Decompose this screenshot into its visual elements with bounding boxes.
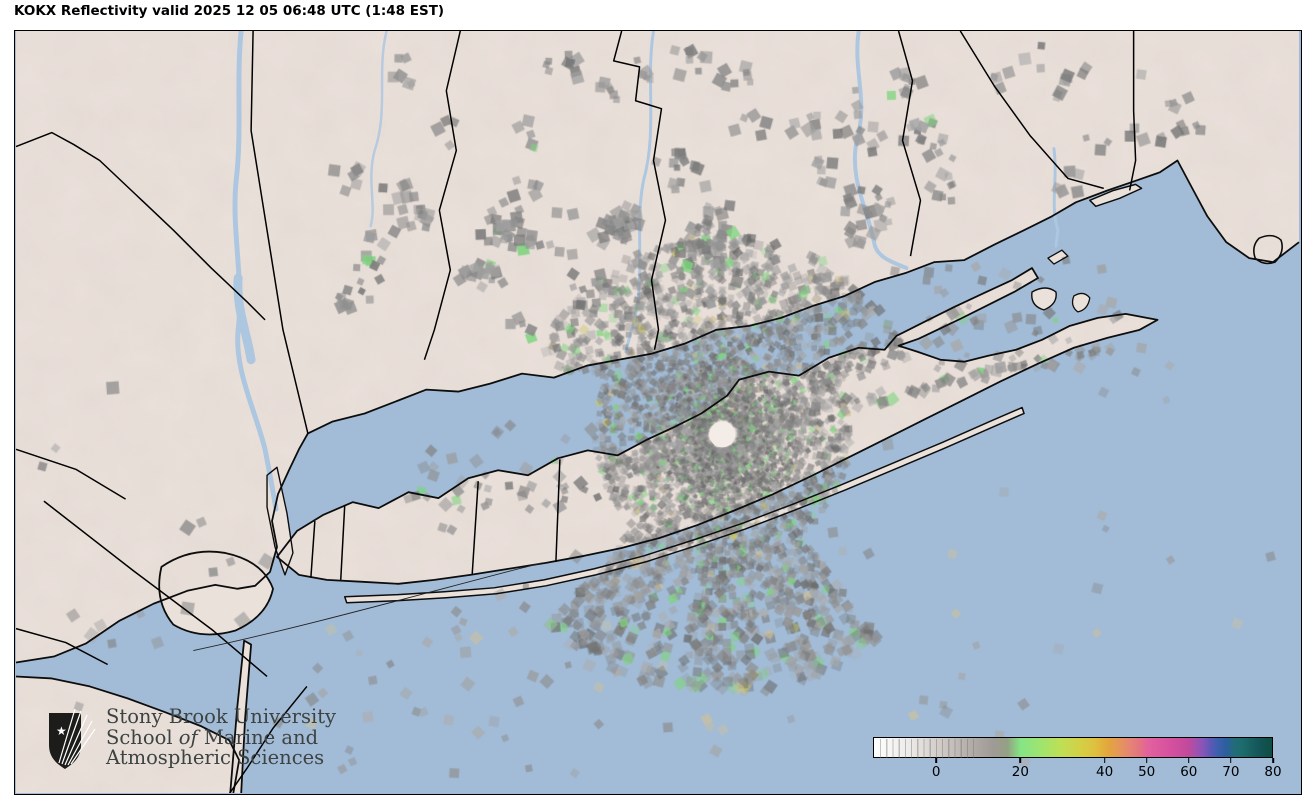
stony-brook-logo: ★ Stony Brook University School of Marin… [47,705,337,779]
border-li-county-1 [310,521,316,578]
colorbar-tick-label: 20 [1011,764,1029,780]
border-li-nassau-suffolk [555,459,561,562]
coast-block-island [1253,234,1283,265]
map-title: KOKX Reflectivity valid 2025 12 05 06:48… [14,3,445,19]
border-nj-county-3 [15,448,126,500]
coast-shelter-island [1031,287,1057,311]
reflectivity-colorbar: 0 20 40 50 60 70 80 [873,737,1282,785]
border-ct-county-2 [612,31,667,350]
coast-staten-island [158,550,274,636]
coast-mainland [15,159,1300,664]
colorbar-tick-mark [1187,758,1190,763]
radar-speckle-layer [15,31,1300,793]
coast-fishers-island [1089,183,1143,208]
logo-line-3: Atmospheric Sciences [106,746,325,769]
coast-sandy-hook [229,639,252,793]
stony-brook-shield-icon: ★ [49,708,96,769]
border-nj-county-1 [43,500,268,678]
colorbar-discrete-steps [875,739,979,758]
colorbar-tick-label: 60 [1180,764,1198,780]
colorbar-tick-mark [1103,758,1106,763]
colorbar-gradient [873,737,1273,758]
coast-new-jersey [15,675,241,793]
border-ct-county-3 [897,31,922,257]
colorbar-tick-label: 40 [1095,764,1114,780]
colorbar-tick-label: 70 [1222,764,1240,780]
logo-line-1: Stony Brook University [106,705,337,728]
colorbar-tick-label: 50 [1138,764,1156,780]
map-line-layer [15,31,1300,793]
coast-manhattan [266,466,294,576]
colorbar-tick-mark [1272,758,1274,763]
colorbar-tick-label: 0 [931,764,941,780]
border-ny-nj [15,131,266,321]
border-ct-county-1 [423,31,462,360]
colorbar-tick-mark [1145,758,1148,763]
border-ny-ct [250,31,309,434]
coast-gardiners-island [1071,292,1091,313]
border-group [15,31,1137,793]
coast-long-island [276,267,1159,585]
colorbar-tick-label: 80 [1264,764,1282,780]
border-li-county-3 [471,481,479,574]
border-ct-ri [1128,31,1137,191]
coastline-group [15,159,1300,793]
coast-barrier-island [343,406,1025,604]
map-frame: ★ Stony Brook University School of Marin… [14,30,1302,795]
harbor-channel-line [193,562,543,651]
colorbar-tick-mark [935,758,937,763]
logo-line-2: School of Marine and [106,725,319,749]
radar-site-hole [709,421,736,448]
border-li-county-2 [340,505,346,580]
coast-plum-island [1047,249,1069,265]
border-nj-county-4 [15,627,109,666]
colorbar-tick-mark [1019,758,1022,763]
logo-text: Stony Brook University School of Marine … [106,705,337,769]
border-ct-county-4 [959,31,1104,190]
colorbar-tick-mark [1230,758,1232,763]
border-nj-county-2 [228,685,308,793]
svg-text:★: ★ [56,724,67,738]
